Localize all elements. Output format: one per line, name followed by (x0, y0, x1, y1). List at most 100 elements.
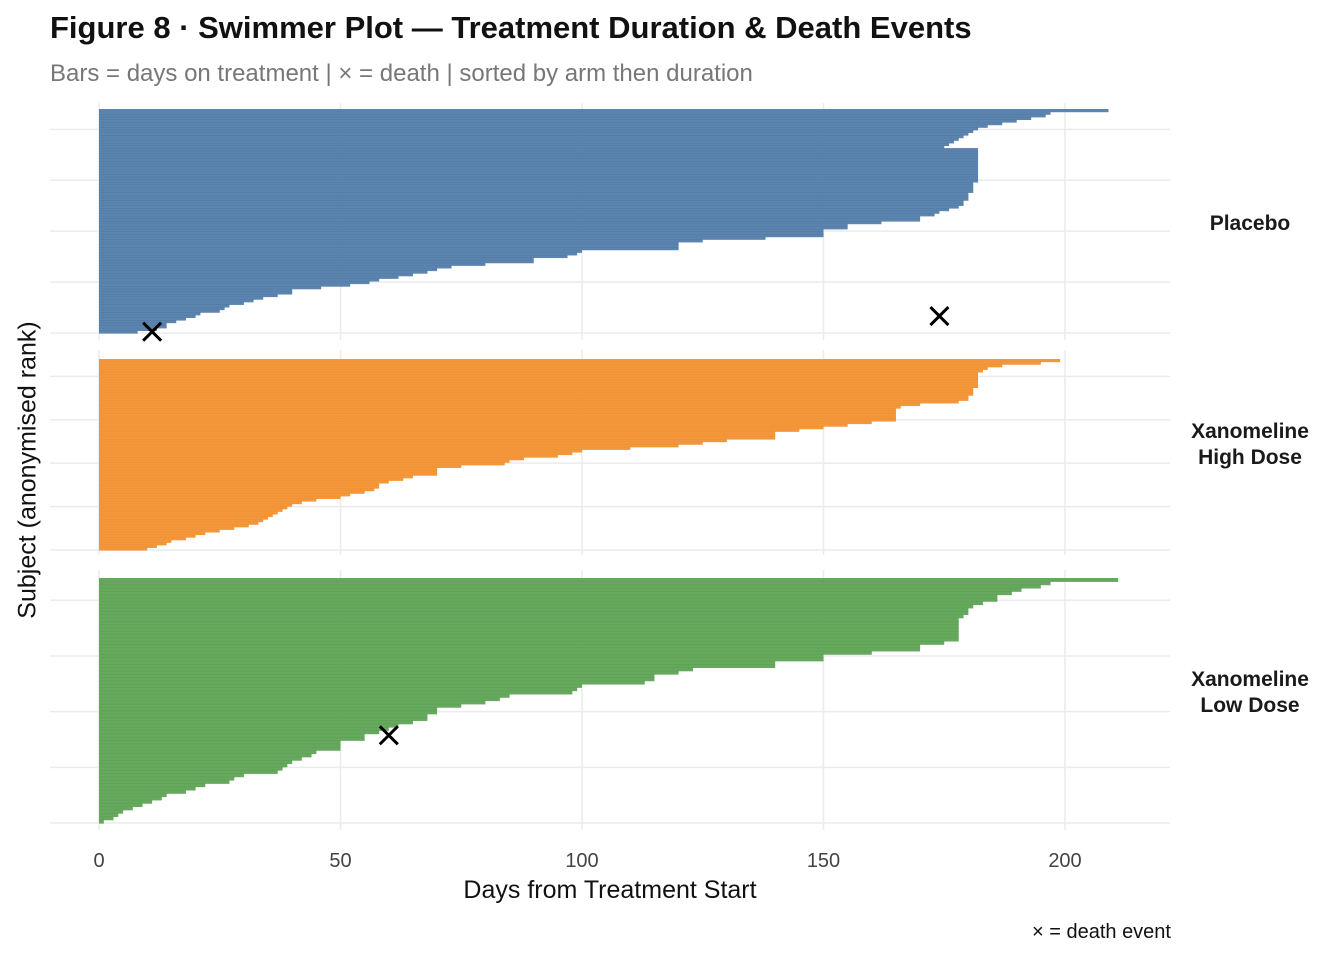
subject-bar (99, 359, 1061, 363)
subject-bar (99, 400, 959, 404)
subject-bar (99, 644, 921, 649)
subject-bar (99, 462, 505, 466)
subject-bar (99, 816, 114, 821)
subject-bar (99, 410, 896, 414)
x-tick-label: 0 (93, 850, 104, 872)
subject-bar (99, 720, 413, 725)
subject-bar (99, 236, 766, 240)
subject-bar (99, 743, 341, 748)
subject-bar (99, 664, 776, 668)
subject-bar (99, 776, 235, 781)
subject-bar (99, 464, 462, 469)
subject-bar (99, 770, 278, 774)
subject-bar (99, 197, 969, 201)
subject-bar (99, 534, 196, 538)
subject-bar (99, 137, 959, 141)
subject-bar (99, 166, 979, 170)
subject-bar (99, 547, 148, 551)
subject-bar (99, 700, 486, 705)
subject-bar (99, 667, 694, 672)
subject-bar (99, 129, 974, 134)
chart-title: Figure 8 · Swimmer Plot — Treatment Dura… (50, 10, 972, 45)
subject-bar (99, 587, 1022, 592)
subject-bar (99, 361, 1041, 365)
subject-bar (99, 202, 964, 206)
subject-bar (99, 526, 235, 530)
subject-bar (99, 789, 186, 794)
x-tick-label: 150 (807, 850, 840, 872)
subject-bar (99, 654, 824, 659)
subject-bar (99, 773, 244, 778)
subject-bar (99, 293, 278, 298)
subject-bar (99, 205, 959, 209)
subject-bar (99, 513, 273, 518)
subject-bar (99, 301, 244, 305)
subject-bar (99, 516, 269, 520)
subject-bar (99, 223, 848, 227)
subject-bar (99, 304, 230, 308)
x-tick-label: 50 (329, 850, 351, 872)
subject-bar (99, 760, 293, 765)
subject-bar (99, 680, 645, 685)
subject-bar (99, 234, 824, 238)
subject-bar (99, 174, 979, 178)
subject-bar (99, 207, 950, 212)
subject-bar (99, 244, 679, 248)
subject-bar (99, 793, 167, 798)
subject-bar (99, 472, 438, 476)
death-marker (378, 725, 399, 746)
subject-bar (99, 578, 1119, 582)
subject-bar (99, 441, 703, 445)
subject-bar (99, 270, 428, 274)
subject-bar (99, 670, 679, 675)
subject-bar (99, 703, 462, 708)
subject-bar (99, 495, 341, 499)
subject-bar (99, 457, 525, 461)
subject-bar (99, 135, 964, 139)
subject-bar (99, 280, 370, 285)
subject-bar (99, 508, 283, 512)
subject-bar (99, 601, 983, 606)
subject-bar (99, 531, 206, 536)
subject-bar (99, 377, 979, 381)
subject-bar (99, 763, 288, 768)
subject-bar (99, 687, 578, 692)
subject-bar (99, 614, 964, 619)
subject-bar (99, 451, 573, 456)
subject-bar (99, 218, 921, 222)
subject-bar (99, 803, 143, 808)
subject-bar (99, 423, 848, 427)
subject-bar (99, 228, 824, 233)
facet-strip-label: Xanomeline Low Dose (1191, 668, 1309, 717)
subject-bar (99, 420, 872, 425)
subject-bar (99, 366, 988, 370)
subject-bar (99, 650, 872, 655)
subject-bar (99, 200, 964, 204)
subject-bar (99, 519, 264, 523)
subject-bar (99, 677, 655, 682)
subject-bar (99, 819, 104, 824)
subject-bar (99, 500, 302, 505)
subject-bar (99, 265, 452, 269)
subject-bar (99, 124, 988, 128)
subject-bar (99, 657, 824, 662)
facet-strip-label: Placebo (1210, 212, 1291, 235)
subject-bar (99, 444, 679, 448)
subject-bar (99, 319, 177, 324)
subject-bar (99, 252, 578, 256)
subject-bar (99, 717, 428, 721)
subject-bar (99, 436, 776, 440)
subject-bar (99, 389, 974, 394)
subject-bar (99, 713, 428, 718)
subject-bar (99, 286, 322, 290)
subject-bar (99, 475, 413, 479)
facet-strip-label: Xanomeline High Dose (1191, 420, 1309, 469)
subject-bar (99, 584, 1041, 589)
subject-bar (99, 267, 438, 272)
subject-bar (99, 254, 568, 259)
subject-bar (99, 155, 979, 160)
subject-bar (99, 309, 220, 313)
subject-bar (99, 291, 293, 295)
subject-bar (99, 415, 896, 419)
subject-bar (99, 766, 283, 771)
